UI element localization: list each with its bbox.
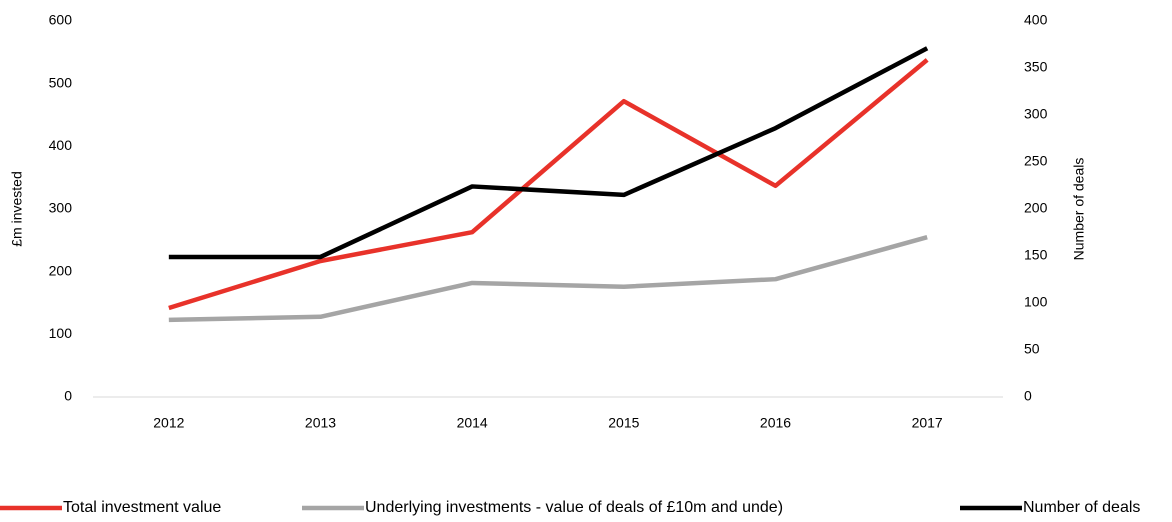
y2-tick-label: 150 [1024,247,1048,263]
series-line [168,58,929,311]
y-tick-label: 300 [49,200,73,216]
x-tick-label: 2014 [457,415,488,431]
y2-tick-label: 300 [1024,106,1048,122]
y2-tick-label: 350 [1024,59,1048,75]
y2-tick-label: 100 [1024,294,1048,310]
y-tick-label: 600 [49,12,73,28]
x-tick-label: 2016 [760,415,791,431]
legend-label: Number of deals [1023,499,1140,516]
y-tick-label: 500 [49,74,73,90]
y2-axis-label: Number of deals [1071,158,1087,261]
y2-tick-label: 200 [1024,200,1048,216]
x-tick-label: 2012 [153,415,184,431]
x-tick-label: 2015 [608,415,639,431]
y2-tick-label: 250 [1024,153,1048,169]
y2-tick-label: 50 [1024,341,1040,357]
x-tick-label: 2013 [305,415,336,431]
series-line [168,46,929,260]
legend-label: Underlying investments - value of deals … [365,499,783,516]
series-line [168,235,928,323]
y-axis-label: £m invested [9,171,25,246]
legend-label: Total investment value [63,499,221,516]
y-tick-label: 0 [64,388,72,404]
y2-tick-label: 0 [1024,388,1032,404]
x-tick-label: 2017 [912,415,943,431]
y-tick-label: 100 [49,325,73,341]
y2-tick-label: 400 [1024,12,1048,28]
y-tick-label: 400 [49,137,73,153]
y-tick-label: 200 [49,262,73,278]
